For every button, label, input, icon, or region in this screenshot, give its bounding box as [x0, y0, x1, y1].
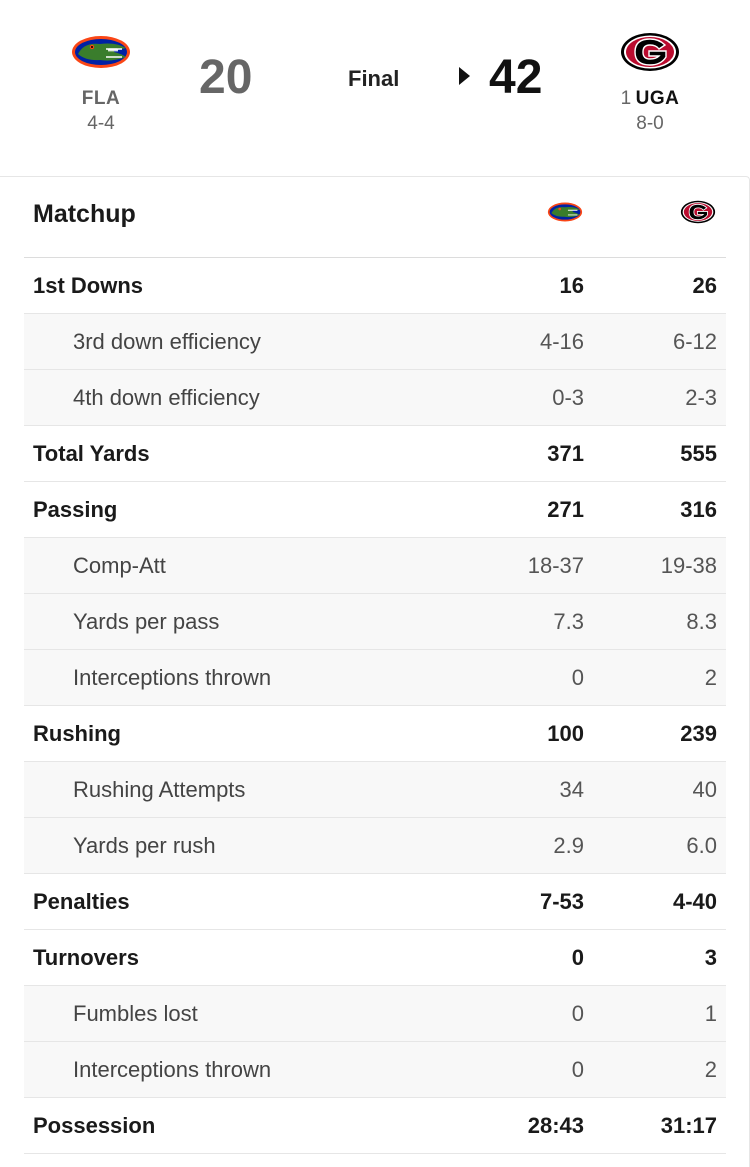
stat-table: 1st Downs 16 26 3rd down efficiency 4-16 6-12… — [24, 258, 726, 1154]
stat-value-home: 2-3 — [685, 385, 717, 410]
florida-gator-logo-icon — [547, 202, 583, 222]
stat-value-home: 8.3 — [686, 609, 717, 634]
stat-label: Total Yards — [33, 441, 150, 466]
stat-value-away: 4-16 — [539, 329, 584, 354]
away-team-abbr: FLA — [81, 88, 121, 109]
stat-row: Passing 271 316 — [24, 482, 726, 538]
stat-value-home: 3 — [704, 945, 717, 970]
stat-row: Interceptions thrown 0 2 — [24, 650, 726, 706]
stat-value-away: 34 — [559, 777, 584, 802]
stat-value-home: 1 — [704, 1001, 717, 1026]
stat-row: Possession 28:43 31:17 — [24, 1098, 726, 1154]
stat-value-home: 4-40 — [672, 889, 717, 914]
stat-label: Fumbles lost — [73, 1001, 198, 1026]
stat-value-away: 7.3 — [553, 609, 584, 634]
stat-label: Yards per rush — [73, 833, 216, 858]
stat-value-home: 2 — [704, 1057, 717, 1082]
stat-value-away: 0 — [571, 665, 584, 690]
stat-value-home: 6.0 — [686, 833, 717, 858]
stat-value-away: 7-53 — [539, 889, 584, 914]
stat-label: Rushing Attempts — [73, 777, 246, 802]
stat-label: 4th down efficiency — [73, 385, 260, 410]
stat-label: Turnovers — [33, 945, 139, 970]
stat-label: Interceptions thrown — [73, 1057, 272, 1082]
stat-row: Turnovers 0 3 — [24, 930, 726, 986]
home-team-name: 1 UGA — [590, 88, 710, 110]
stat-label: Comp-Att — [73, 553, 166, 578]
triangle-right-icon — [459, 67, 470, 85]
stat-value-home: 40 — [692, 777, 717, 802]
stat-value-away: 100 — [547, 721, 584, 746]
stat-value-away: 2.9 — [553, 833, 584, 858]
stat-value-home: 26 — [692, 273, 717, 298]
stat-label: Yards per pass — [73, 609, 220, 634]
stat-value-away: 28:43 — [527, 1113, 584, 1138]
stat-row: Penalties 7-53 4-40 — [24, 874, 726, 930]
stat-row: Yards per rush 2.9 6.0 — [24, 818, 726, 874]
stat-value-away: 0-3 — [552, 385, 584, 410]
stat-label: Passing — [33, 497, 118, 522]
stat-label: 1st Downs — [33, 273, 144, 298]
stat-value-home: 555 — [680, 441, 717, 466]
stat-row: 4th down efficiency 0-3 2-3 — [24, 370, 726, 426]
stat-row: Interceptions thrown 0 2 — [24, 1042, 726, 1098]
stat-value-home: 239 — [680, 721, 717, 746]
away-team-record: 4-4 — [87, 113, 115, 134]
game-status: Final — [348, 66, 400, 91]
stat-row: Comp-Att 18-37 19-38 — [24, 538, 726, 594]
stat-value-away: 16 — [559, 273, 584, 298]
stat-label: 3rd down efficiency — [73, 329, 261, 354]
georgia-g-logo-icon — [621, 33, 679, 71]
stat-value-away: 18-37 — [527, 553, 584, 578]
stat-value-home: 2 — [704, 665, 717, 690]
home-team-abbr: UGA — [635, 88, 680, 109]
stat-row: 1st Downs 16 26 — [24, 258, 726, 314]
stat-row: Yards per pass 7.3 8.3 — [24, 594, 726, 650]
florida-gator-logo-icon — [72, 36, 130, 68]
stat-value-away: 0 — [571, 945, 584, 970]
stat-value-home: 6-12 — [672, 329, 717, 354]
georgia-g-logo-icon — [680, 200, 716, 224]
away-score: 20 — [199, 51, 253, 104]
stat-value-home: 19-38 — [660, 553, 717, 578]
home-team[interactable]: 1 UGA 8-0 — [590, 30, 710, 135]
stat-row: 3rd down efficiency 4-16 6-12 — [24, 314, 726, 370]
stat-row: Fumbles lost 0 1 — [24, 986, 726, 1042]
stat-label: Interceptions thrown — [73, 665, 272, 690]
stat-row: Rushing Attempts 34 40 — [24, 762, 726, 818]
stat-row: Total Yards 371 555 — [24, 426, 726, 482]
stat-value-home: 31:17 — [660, 1113, 717, 1138]
stat-value-away: 371 — [547, 441, 584, 466]
stat-value-away: 271 — [547, 497, 584, 522]
matchup-card: Matchup 1st Downs 16 26 3rd down efficiency… — [0, 176, 750, 1167]
scoreboard-header: FLA 4-4 20 Final 42 1 UGA 8-0 — [0, 0, 750, 176]
stat-row: Rushing 100 239 — [24, 706, 726, 762]
home-team-record: 8-0 — [636, 113, 664, 134]
away-team[interactable]: FLA 4-4 — [41, 30, 161, 135]
stat-value-home: 316 — [680, 497, 717, 522]
stat-label: Possession — [33, 1113, 156, 1138]
stat-value-away: 0 — [571, 1001, 584, 1026]
matchup-title: Matchup — [33, 200, 136, 228]
home-score: 42 — [489, 51, 543, 104]
stat-label: Penalties — [33, 889, 130, 914]
stat-label: Rushing — [33, 721, 121, 746]
home-team-rank: 1 — [620, 88, 632, 109]
stat-value-away: 0 — [571, 1057, 584, 1082]
matchup-header: Matchup — [24, 177, 726, 259]
